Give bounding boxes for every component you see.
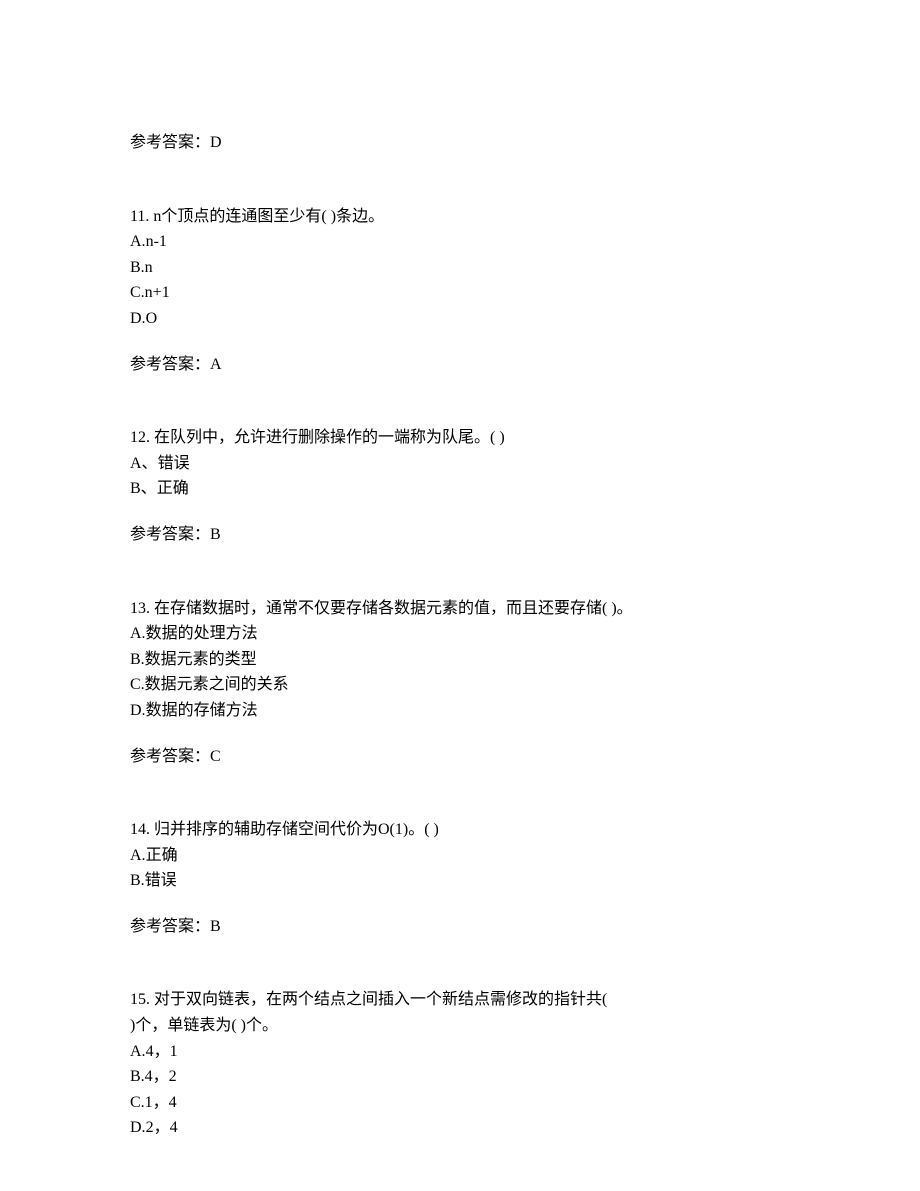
answer-prefix: 参考答案： (130, 134, 210, 151)
question-body: 在存储数据时，通常不仅要存储各数据元素的值，而且还要存储( )。 (154, 600, 633, 617)
option-a: A.正确 (130, 843, 790, 869)
document-content: 参考答案：D 11. n个顶点的连通图至少有( )条边。 A.n-1 B.n C… (130, 130, 790, 1141)
answer-value: A (210, 356, 222, 373)
option-b: B.错误 (130, 868, 790, 894)
option-d: D.O (130, 306, 790, 332)
question-14: 14. 归并排序的辅助存储空间代价为O(1)。( ) A.正确 B.错误 参考答… (130, 817, 790, 939)
option-a: A.n-1 (130, 229, 790, 255)
question-body: 在队列中，允许进行删除操作的一端称为队尾。( ) (154, 429, 505, 446)
answer-line: 参考答案：B (130, 914, 790, 940)
answer-line: 参考答案：A (130, 352, 790, 378)
option-c: C.数据元素之间的关系 (130, 672, 790, 698)
option-d: D.数据的存储方法 (130, 698, 790, 724)
question-body: n个顶点的连通图至少有( )条边。 (153, 208, 384, 225)
question-12: 12. 在队列中，允许进行删除操作的一端称为队尾。( ) A、错误 B、正确 参… (130, 425, 790, 547)
answer-prefix: 参考答案： (130, 526, 210, 543)
option-b: B.数据元素的类型 (130, 647, 790, 673)
answer-block-0: 参考答案：D (130, 130, 790, 156)
question-text: 12. 在队列中，允许进行删除操作的一端称为队尾。( ) (130, 425, 790, 451)
option-c: C.1，4 (130, 1090, 790, 1116)
question-11: 11. n个顶点的连通图至少有( )条边。 A.n-1 B.n C.n+1 D.… (130, 204, 790, 378)
question-13: 13. 在存储数据时，通常不仅要存储各数据元素的值，而且还要存储( )。 A.数… (130, 596, 790, 770)
question-text: 14. 归并排序的辅助存储空间代价为O(1)。( ) (130, 817, 790, 843)
question-number: 15. (130, 991, 150, 1008)
answer-line: 参考答案：B (130, 522, 790, 548)
question-number: 14. (130, 821, 150, 838)
question-body: 归并排序的辅助存储空间代价为O(1)。( ) (154, 821, 439, 838)
answer-prefix: 参考答案： (130, 356, 210, 373)
option-b: B、正确 (130, 476, 790, 502)
option-a: A、错误 (130, 451, 790, 477)
option-a: A.4，1 (130, 1039, 790, 1065)
option-a: A.数据的处理方法 (130, 621, 790, 647)
answer-prefix: 参考答案： (130, 748, 210, 765)
answer-value: B (210, 918, 221, 935)
question-text-line2: )个，单链表为( )个。 (130, 1013, 790, 1039)
answer-value: B (210, 526, 221, 543)
question-15: 15. 对于双向链表，在两个结点之间插入一个新结点需修改的指针共( )个，单链表… (130, 987, 790, 1141)
answer-value: C (210, 748, 221, 765)
question-text: 11. n个顶点的连通图至少有( )条边。 (130, 204, 790, 230)
option-b: B.4，2 (130, 1064, 790, 1090)
question-number: 12. (130, 429, 150, 446)
question-number: 11. (130, 208, 149, 225)
answer-line: 参考答案：C (130, 744, 790, 770)
question-text-line1: 15. 对于双向链表，在两个结点之间插入一个新结点需修改的指针共( (130, 987, 790, 1013)
answer-value: D (210, 134, 222, 151)
question-number: 13. (130, 600, 150, 617)
option-b: B.n (130, 255, 790, 281)
option-d: D.2，4 (130, 1115, 790, 1141)
question-text: 13. 在存储数据时，通常不仅要存储各数据元素的值，而且还要存储( )。 (130, 596, 790, 622)
answer-prefix: 参考答案： (130, 918, 210, 935)
option-c: C.n+1 (130, 280, 790, 306)
question-body: 对于双向链表，在两个结点之间插入一个新结点需修改的指针共( (154, 991, 607, 1008)
question-body-cont: )个，单链表为( )个。 (130, 1017, 278, 1034)
